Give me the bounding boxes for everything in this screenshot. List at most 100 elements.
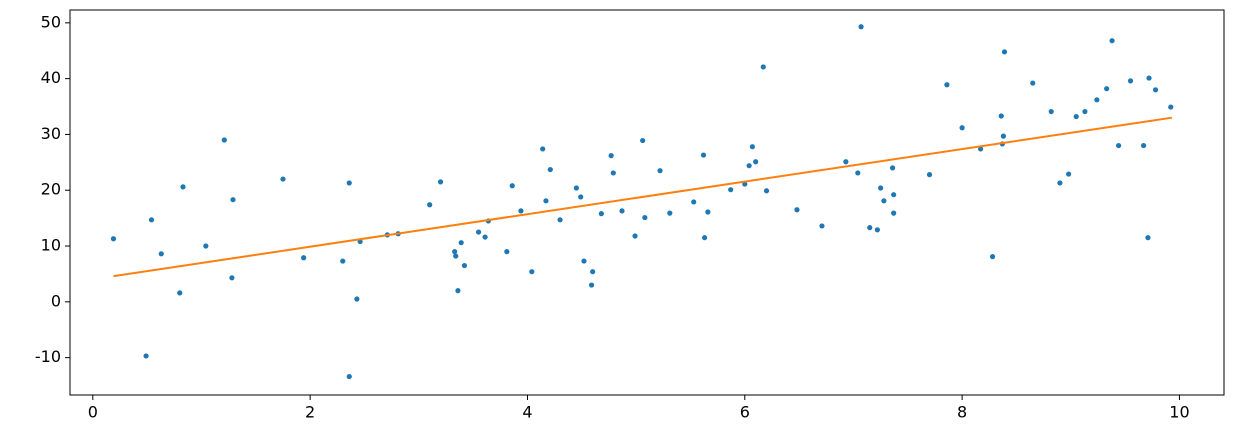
scatter-point — [578, 194, 584, 200]
scatter-point — [180, 184, 186, 190]
scatter-point — [504, 249, 510, 255]
scatter-point — [1115, 142, 1122, 149]
scatter-point — [557, 217, 563, 223]
scatter-point — [891, 192, 897, 198]
scatter-point — [518, 208, 524, 214]
scatter-point — [177, 290, 183, 296]
scatter-point — [998, 113, 1004, 119]
scatter-point — [346, 180, 352, 186]
scatter-point — [340, 258, 346, 264]
scatter-point — [667, 210, 673, 216]
scatter-point — [1146, 75, 1152, 81]
scatter-point — [632, 233, 638, 239]
scatter-point — [749, 144, 756, 150]
x-tick-label: 2 — [305, 403, 315, 422]
scatter-point — [482, 234, 488, 240]
x-tick-label: 10 — [1169, 403, 1189, 422]
scatter-point — [989, 254, 996, 260]
scatter-point — [1066, 171, 1072, 177]
scatter-point — [728, 187, 734, 193]
scatter-point — [642, 214, 648, 221]
scatter-point — [1140, 142, 1147, 149]
scatter-point — [701, 235, 708, 241]
scatter-point — [453, 253, 459, 259]
scatter-point — [540, 146, 546, 152]
scatter-point — [598, 211, 604, 217]
scatter-point — [889, 165, 896, 171]
scatter-point — [640, 137, 646, 144]
scatter-point — [794, 207, 800, 213]
scatter-point — [509, 183, 515, 189]
scatter-point — [590, 269, 596, 275]
scatter-point — [229, 275, 235, 281]
scatter-point — [1104, 86, 1110, 92]
scatter-point — [1094, 97, 1100, 103]
scatter-point — [529, 269, 535, 275]
scatter-point — [452, 249, 458, 255]
scatter-point — [143, 353, 149, 359]
plot-frame — [69, 9, 1225, 396]
scatter-point — [858, 24, 864, 30]
y-tick-label: 30 — [41, 124, 61, 143]
scatter-point — [588, 282, 595, 288]
y-tick-label: 10 — [41, 236, 61, 255]
scatter-point — [1168, 104, 1174, 110]
scatter-point — [855, 170, 861, 176]
scatter-point — [158, 251, 164, 257]
scatter-point — [753, 159, 759, 165]
y-tick-label: -10 — [35, 347, 61, 366]
scatter-point — [455, 288, 461, 294]
scatter-point — [619, 208, 625, 214]
scatter-point — [1082, 108, 1088, 115]
y-tick-label: 50 — [41, 12, 61, 31]
scatter-point — [301, 255, 307, 261]
scatter-point — [203, 243, 209, 249]
scatter-point — [543, 198, 549, 204]
scatter-point — [763, 188, 770, 194]
scatter-point — [746, 163, 752, 169]
scatter-point — [280, 176, 286, 182]
scatter-point — [1073, 113, 1079, 120]
scatter-point — [1001, 49, 1008, 55]
scatter-point — [221, 137, 227, 143]
scatter-point — [230, 197, 236, 203]
scatter-point — [437, 179, 444, 185]
scatter-point — [581, 258, 587, 264]
scatter-point — [1000, 133, 1007, 139]
scatter-point — [148, 217, 155, 223]
scatter-point — [843, 159, 849, 165]
fit-line — [113, 116, 1172, 278]
y-tick-label: 20 — [41, 180, 61, 199]
scatter-point — [573, 185, 579, 191]
scatter-point — [944, 82, 950, 88]
scatter-point — [427, 202, 433, 208]
scatter-point — [1145, 235, 1151, 241]
scatter-point — [346, 373, 352, 380]
scatter-point — [110, 236, 117, 242]
y-tick-label: 40 — [41, 68, 61, 87]
scatter-point — [1030, 80, 1036, 86]
scatter-point — [977, 146, 984, 152]
scatter-point — [705, 209, 711, 215]
scatter-point — [1127, 78, 1134, 84]
scatter-point — [1057, 180, 1063, 186]
y-tick-label: 0 — [51, 291, 61, 310]
scatter-point — [700, 152, 707, 158]
scatter-point — [926, 172, 933, 178]
scatter-point — [760, 64, 766, 70]
scatter-point — [1152, 87, 1159, 93]
scatter-point — [891, 210, 897, 216]
x-tick-label: 8 — [957, 403, 967, 422]
scatter-point — [461, 262, 468, 269]
scatter-point — [458, 240, 464, 246]
scatter-point — [610, 170, 616, 176]
scatter-point — [1048, 108, 1054, 115]
scatter-point — [354, 296, 360, 302]
x-tick-label: 6 — [740, 403, 750, 422]
scatter-point — [475, 229, 482, 235]
x-tick-label: 0 — [88, 403, 98, 422]
scatter-point — [959, 125, 965, 131]
scatter-point — [608, 153, 614, 159]
scatter-point — [1109, 38, 1115, 44]
